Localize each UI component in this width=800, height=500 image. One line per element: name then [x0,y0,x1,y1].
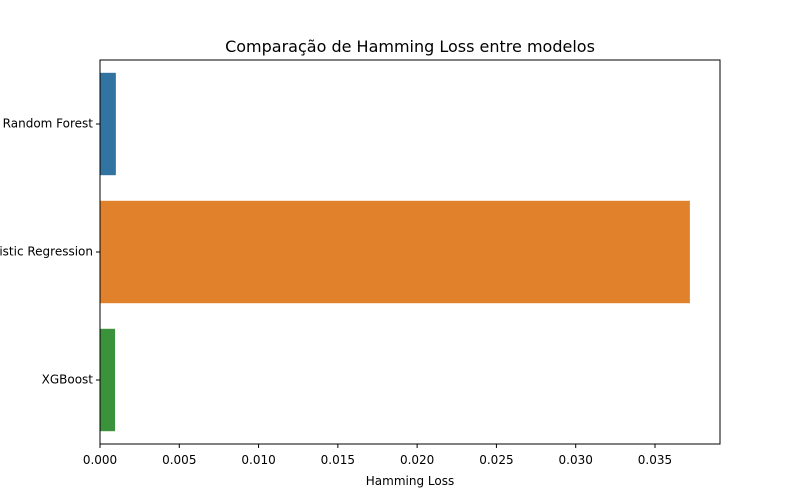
x-tick-label: 0.035 [638,453,672,467]
y-tick-label: Logistic Regression [0,245,93,259]
chart-title: Comparação de Hamming Loss entre modelos [225,37,595,56]
y-tick-label: Random Forest [3,117,94,131]
bar-random-forest [100,72,116,176]
bar-xgboost [100,328,116,432]
x-tick-label: 0.010 [241,453,275,467]
y-axis-ticks: Random Forest Logistic Regression XGBoost [0,117,100,387]
x-tick-label: 0.000 [83,453,117,467]
x-tick-label: 0.005 [162,453,196,467]
y-tick-label: XGBoost [42,373,94,387]
x-tick-label: 0.020 [400,453,434,467]
x-axis-label: Hamming Loss [366,474,454,488]
x-tick-label: 0.025 [479,453,513,467]
x-tick-label: 0.015 [321,453,355,467]
bars-group [100,72,690,432]
x-axis-ticks: 0.000 0.005 0.010 0.015 0.020 0.025 0.030 0.035 [83,444,672,467]
bar-logistic-regression [100,200,690,304]
plot-frame [99,59,721,445]
x-tick-label: 0.030 [559,453,593,467]
